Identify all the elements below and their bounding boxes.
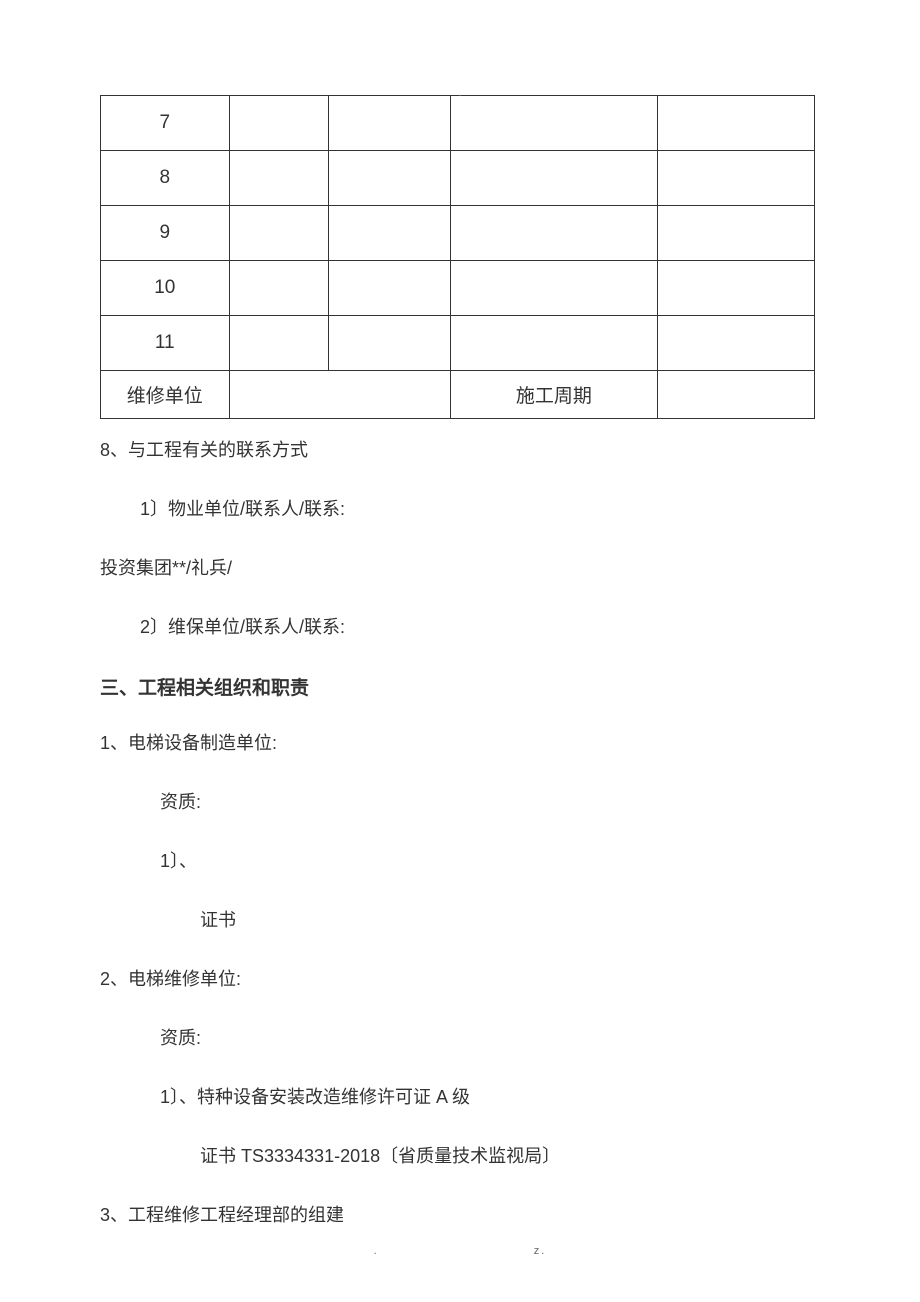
table-cell: [229, 96, 329, 151]
table-cell: [450, 316, 657, 371]
paragraph: 资质:: [100, 789, 815, 816]
table-cell: [450, 96, 657, 151]
paragraph: 1、电梯设备制造单位:: [100, 730, 815, 757]
table-cell: [329, 316, 450, 371]
footer-right: z.: [534, 1245, 547, 1257]
table-cell: [657, 316, 814, 371]
table-cell: [329, 96, 450, 151]
paragraph: 2〕维保单位/联系人/联系:: [100, 614, 815, 641]
paragraph: 证书: [100, 907, 815, 934]
table-cell: [329, 261, 450, 316]
table-cell: [657, 261, 814, 316]
table-cell-label: 维修单位: [101, 371, 230, 419]
table-cell: [229, 206, 329, 261]
paragraph: 资质:: [100, 1025, 815, 1052]
table-row-summary: 维修单位 施工周期: [101, 371, 815, 419]
table-row: 7: [101, 96, 815, 151]
table-cell: [329, 206, 450, 261]
paragraph: 1〕物业单位/联系人/联系:: [100, 496, 815, 523]
table-cell: 11: [101, 316, 230, 371]
table-cell: [229, 151, 329, 206]
table-cell: [450, 206, 657, 261]
paragraph: 证书 TS3334331-2018〔省质量技术监视局〕: [100, 1143, 815, 1170]
table-cell: [329, 151, 450, 206]
table-cell: [657, 371, 814, 419]
footer-left: .: [374, 1245, 379, 1257]
paragraph: 2、电梯维修单位:: [100, 966, 815, 993]
data-table: 7 8 9 10 11 维修单位 施工周期: [100, 95, 815, 419]
table-cell: 9: [101, 206, 230, 261]
table-row: 9: [101, 206, 815, 261]
table-cell-label: 施工周期: [450, 371, 657, 419]
section-heading: 三、工程相关组织和职责: [100, 673, 815, 700]
table-row: 11: [101, 316, 815, 371]
table-row: 10: [101, 261, 815, 316]
table-cell: [657, 151, 814, 206]
table-cell: [229, 371, 450, 419]
table-cell: [657, 206, 814, 261]
page-footer: . z.: [0, 1245, 920, 1257]
table-cell: 10: [101, 261, 230, 316]
table-cell: [229, 261, 329, 316]
table-cell: [450, 151, 657, 206]
table-cell: 7: [101, 96, 230, 151]
paragraph: 3、工程维修工程经理部的组建: [100, 1202, 815, 1229]
table-cell: [229, 316, 329, 371]
paragraph: 1〕、: [100, 848, 815, 875]
table-cell: 8: [101, 151, 230, 206]
table-cell: [657, 96, 814, 151]
paragraph: 投资集团**/礼兵/: [100, 555, 815, 582]
paragraph: 1〕、特种设备安装改造维修许可证 A 级: [100, 1084, 815, 1111]
table-cell: [450, 261, 657, 316]
top-mark: -: [459, 90, 462, 100]
table-row: 8: [101, 151, 815, 206]
paragraph: 8、与工程有关的联系方式: [100, 437, 815, 464]
